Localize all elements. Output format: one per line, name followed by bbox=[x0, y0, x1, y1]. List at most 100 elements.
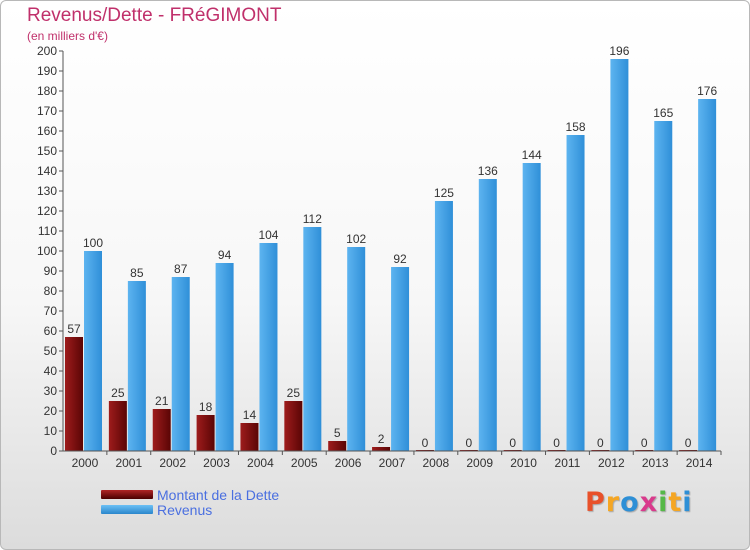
data-label-revenus: 125 bbox=[434, 186, 454, 200]
data-label-dette: 0 bbox=[465, 436, 472, 450]
data-label-dette: 57 bbox=[67, 322, 81, 336]
data-label-dette: 21 bbox=[155, 394, 169, 408]
bar-revenus bbox=[522, 163, 541, 451]
bar-dette bbox=[240, 423, 259, 451]
x-axis: 2000 2001 2002 2003 2004 2005 2006 2007 2008 2009… bbox=[63, 450, 722, 470]
y-tick-label: 0 bbox=[50, 444, 57, 458]
x-tick-label: 2002 bbox=[159, 456, 186, 470]
chart-title: Revenus/Dette - FRéGIMONT bbox=[27, 5, 282, 26]
data-label-dette: 0 bbox=[597, 436, 604, 450]
legend-swatch-revenus bbox=[101, 505, 153, 514]
x-tick-label: 2013 bbox=[642, 456, 669, 470]
bar-dette bbox=[196, 415, 215, 451]
data-label-dette: 0 bbox=[641, 436, 648, 450]
data-label-revenus: 94 bbox=[218, 248, 232, 262]
bar-revenus bbox=[434, 201, 453, 451]
y-tick-label: 160 bbox=[37, 124, 57, 138]
y-tick-label: 100 bbox=[37, 244, 57, 258]
data-label-revenus: 196 bbox=[609, 44, 629, 58]
y-tick-label: 50 bbox=[44, 344, 58, 358]
y-tick-label: 40 bbox=[44, 364, 58, 378]
bar-dette bbox=[284, 401, 303, 451]
bar-revenus bbox=[303, 227, 322, 451]
data-label-revenus: 87 bbox=[174, 262, 188, 276]
y-tick-label: 10 bbox=[44, 424, 58, 438]
bar-revenus bbox=[610, 59, 629, 451]
y-axis: 0 10 20 30 40 50 60 70 80 90 100 110 120 130 140 150 160… bbox=[37, 44, 64, 458]
bar-revenus bbox=[171, 277, 190, 451]
data-label-dette: 18 bbox=[199, 400, 213, 414]
chart-subtitle: (en milliers d'€) bbox=[27, 29, 108, 43]
y-tick-label: 140 bbox=[37, 164, 57, 178]
legend: Montant de la Dette Revenus bbox=[101, 486, 280, 518]
bar-revenus bbox=[127, 281, 146, 451]
y-tick-label: 200 bbox=[37, 44, 57, 58]
data-label-revenus: 112 bbox=[303, 212, 322, 226]
data-label-revenus: 176 bbox=[697, 84, 717, 98]
x-tick-label: 2014 bbox=[686, 456, 713, 470]
x-tick-label: 2010 bbox=[510, 456, 537, 470]
bar-dette bbox=[328, 441, 347, 451]
bar-revenus bbox=[391, 267, 410, 451]
bar-dette bbox=[108, 401, 127, 451]
y-tick-label: 150 bbox=[37, 144, 57, 158]
legend-item-revenus: Revenus bbox=[101, 502, 279, 518]
x-tick-label: 2004 bbox=[247, 456, 274, 470]
bar-revenus bbox=[698, 99, 717, 451]
bar-revenus bbox=[259, 243, 278, 451]
x-tick-label: 2006 bbox=[335, 456, 362, 470]
data-label-revenus: 144 bbox=[522, 148, 542, 162]
data-label-dette: 14 bbox=[243, 408, 257, 422]
y-tick-label: 30 bbox=[44, 384, 58, 398]
legend-label-dette: Montant de la Dette bbox=[157, 486, 280, 503]
data-label-revenus: 158 bbox=[566, 120, 586, 134]
y-tick-label: 70 bbox=[44, 304, 58, 318]
x-tick-label: 2007 bbox=[379, 456, 406, 470]
x-tick-label: 2012 bbox=[598, 456, 625, 470]
y-tick-label: 180 bbox=[37, 84, 57, 98]
data-label-dette: 2 bbox=[378, 432, 385, 446]
y-tick-label: 110 bbox=[38, 224, 57, 238]
proxiti-logo: Proxiti bbox=[585, 487, 693, 518]
bar-revenus bbox=[215, 263, 234, 451]
y-tick-label: 60 bbox=[44, 324, 58, 338]
y-tick-label: 170 bbox=[37, 104, 57, 118]
bar-dette bbox=[372, 447, 391, 451]
data-label-revenus: 92 bbox=[393, 252, 407, 266]
data-label-dette: 0 bbox=[685, 436, 692, 450]
data-label-revenus: 102 bbox=[346, 232, 366, 246]
bar-revenus bbox=[478, 179, 497, 451]
data-label-dette: 25 bbox=[287, 386, 301, 400]
x-tick-label: 2008 bbox=[423, 456, 450, 470]
data-label-dette: 0 bbox=[422, 436, 429, 450]
bars-group: 57 100 25 85 21 87 18 94 14 104 25 112 5 102 2 92 0 125 0 1… bbox=[65, 44, 717, 451]
y-tick-label: 130 bbox=[37, 184, 57, 198]
y-tick-label: 90 bbox=[44, 264, 58, 278]
data-label-dette: 0 bbox=[509, 436, 516, 450]
data-label-revenus: 136 bbox=[478, 164, 498, 178]
data-label-revenus: 104 bbox=[258, 228, 278, 242]
x-tick-label: 2005 bbox=[291, 456, 318, 470]
data-label-dette: 25 bbox=[111, 386, 125, 400]
y-tick-label: 80 bbox=[44, 284, 58, 298]
data-label-revenus: 165 bbox=[653, 106, 673, 120]
legend-item-dette: Montant de la Dette bbox=[101, 486, 280, 503]
x-tick-label: 2011 bbox=[555, 456, 581, 470]
data-label-dette: 5 bbox=[334, 426, 341, 440]
bar-dette bbox=[65, 337, 83, 451]
bar-revenus bbox=[566, 135, 585, 451]
x-tick-label: 2009 bbox=[466, 456, 493, 470]
x-tick-label: 2000 bbox=[72, 456, 99, 470]
y-tick-label: 190 bbox=[37, 64, 57, 78]
y-tick-label: 20 bbox=[44, 404, 58, 418]
y-tick-label: 120 bbox=[37, 204, 57, 218]
x-tick-label: 2003 bbox=[203, 456, 230, 470]
bar-revenus bbox=[654, 121, 673, 451]
data-label-revenus: 100 bbox=[83, 236, 103, 250]
bar-revenus bbox=[347, 247, 366, 451]
bar-dette bbox=[152, 409, 171, 451]
legend-swatch-dette bbox=[101, 490, 153, 499]
data-label-revenus: 85 bbox=[130, 266, 144, 280]
